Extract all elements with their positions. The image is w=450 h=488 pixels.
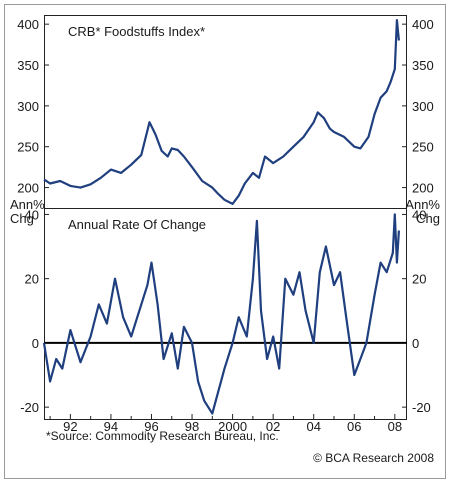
top-ytick-label-right: 400 — [412, 17, 434, 32]
y-axis-unit-left-line2: Chg — [10, 211, 34, 226]
xtick-label: 98 — [185, 419, 199, 434]
bottom-ytick-label-left: 20 — [25, 272, 39, 287]
xtick-label: 02 — [266, 419, 280, 434]
xtick-label: 2000 — [218, 419, 247, 434]
xtick-label: 04 — [306, 419, 320, 434]
source-note: *Source: Commodity Research Bureau, Inc. — [46, 429, 279, 443]
top-ytick-label-right: 200 — [412, 181, 434, 196]
top-ytick-label-right: 350 — [412, 58, 434, 73]
xtick-label: 96 — [144, 419, 158, 434]
xtick-label: 94 — [104, 419, 118, 434]
bottom-series-line — [42, 213, 400, 415]
outer-border — [4, 4, 446, 479]
y-axis-unit-right-line2: Chg — [416, 211, 440, 226]
top-series-line — [43, 19, 400, 205]
bottom-ytick-label-left: 40 — [25, 207, 39, 222]
top-ytick-label-right: 300 — [412, 99, 434, 114]
bottom-ytick-label-left: -20 — [20, 400, 39, 415]
bottom-ytick-label-left: 0 — [32, 336, 39, 351]
y-axis-unit-right-line1: Ann% — [405, 197, 440, 212]
bottom-ytick-label-right: -20 — [412, 400, 431, 415]
y-axis-unit-left-line1: Ann% — [10, 197, 45, 212]
top-ytick-label-left: 300 — [17, 99, 39, 114]
xtick-label: 92 — [63, 419, 77, 434]
top-ytick-label-left: 350 — [17, 58, 39, 73]
xtick-label: 08 — [388, 419, 402, 434]
xtick-label: 06 — [347, 419, 361, 434]
top-panel-title: CRB* Foodstuffs Index* — [68, 24, 205, 39]
top-ytick-label-left: 200 — [17, 181, 39, 196]
bottom-panel-title: Annual Rate Of Change — [68, 217, 206, 232]
plot-frame — [44, 15, 407, 420]
copyright-credit: © BCA Research 2008 — [313, 451, 434, 465]
top-ytick-label-left: 400 — [17, 17, 39, 32]
top-ytick-label-right: 250 — [412, 140, 434, 155]
top-ytick-label-left: 250 — [17, 140, 39, 155]
bottom-ytick-label-right: 0 — [412, 336, 419, 351]
bottom-ytick-label-right: 20 — [412, 272, 426, 287]
bottom-ytick-label-right: 40 — [412, 207, 426, 222]
